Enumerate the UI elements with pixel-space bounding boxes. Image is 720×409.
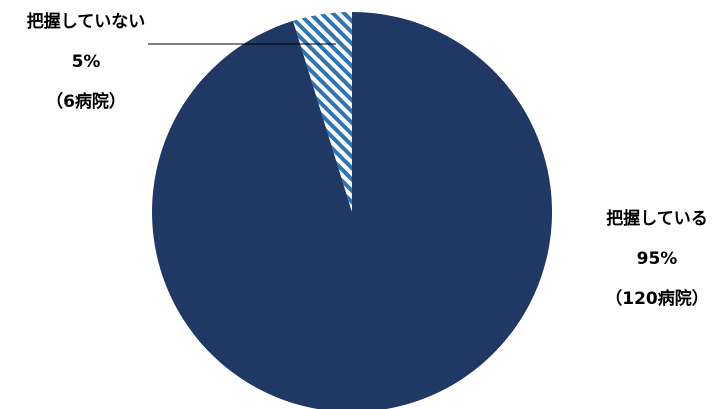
slice-count-not-aware: （6病院）: [46, 91, 126, 112]
slice-count-aware: （120病院）: [605, 288, 709, 309]
slice-percent-not-aware: 5%: [72, 52, 101, 72]
slice-label-aware: 把握している: [606, 208, 708, 229]
pie-slice-not-aware: [293, 12, 352, 212]
pie-slice-aware: [152, 12, 552, 409]
slice-label-not-aware: 把握していない: [27, 11, 146, 32]
slice-percent-aware: 95%: [637, 249, 678, 269]
